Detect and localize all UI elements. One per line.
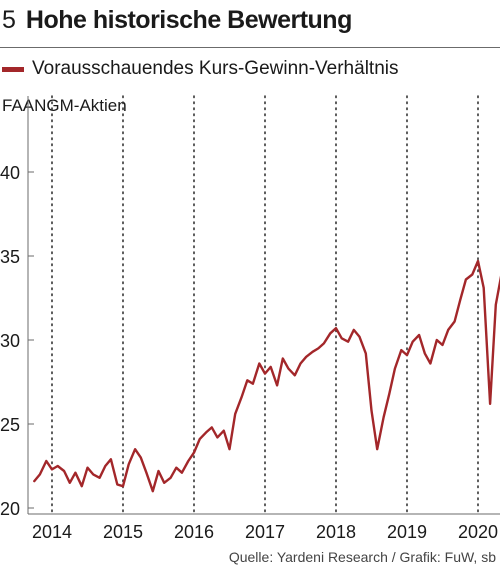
x-tick-label: 2019 <box>387 522 427 542</box>
source-note: Quelle: Yardeni Research / Grafik: FuW, … <box>228 549 496 565</box>
title-row: 5 Hohe historische Bewertung <box>2 6 352 42</box>
legend-swatch <box>2 66 24 72</box>
x-tick-label: 2017 <box>245 522 285 542</box>
x-tick-label: 2015 <box>103 522 143 542</box>
x-tick-label: 2018 <box>316 522 356 542</box>
legend-label: Vorausschauendes Kurs-Gewinn-Verhältnis <box>32 58 399 79</box>
figure-number: 5 <box>2 6 16 34</box>
x-tick-label: 2016 <box>174 522 214 542</box>
x-tick-label: 2014 <box>32 522 72 542</box>
y-tick-label: 20 <box>0 499 20 519</box>
y-tick-label: 30 <box>0 331 20 351</box>
x-tick-label: 2020 <box>458 522 498 542</box>
y-axis-label: FAANGM-Aktien <box>2 96 127 115</box>
chart-title: Hohe historische Bewertung <box>25 6 352 34</box>
legend: Vorausschauendes Kurs-Gewinn-Verhältnis <box>2 58 398 80</box>
y-tick-label: 40 <box>0 163 20 183</box>
title-divider <box>0 47 500 48</box>
y-tick-label: 25 <box>0 415 20 435</box>
series-line <box>33 259 500 493</box>
y-tick-label: 35 <box>0 247 20 267</box>
